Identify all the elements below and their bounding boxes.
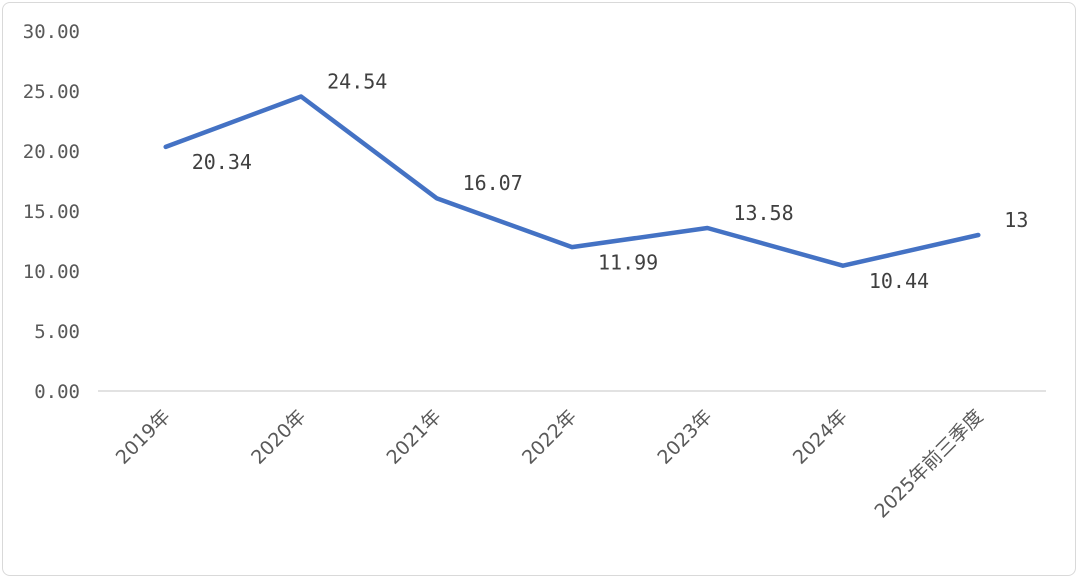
y-tick-label: 15.00 bbox=[23, 201, 80, 223]
data-label: 13 bbox=[1004, 208, 1028, 232]
x-tick-label: 2022年 bbox=[518, 406, 581, 469]
x-tick-label: 2020年 bbox=[247, 406, 310, 469]
data-label: 16.07 bbox=[463, 171, 523, 195]
y-axis-ticks: 0.00 5.00 10.00 15.00 20.00 25.00 30.00 bbox=[23, 21, 80, 403]
x-axis-ticks: 2019年 2020年 2021年 2022年 2023年 2024年 2025年前三季度 bbox=[112, 406, 988, 523]
data-label: 13.58 bbox=[733, 201, 793, 225]
data-label: 11.99 bbox=[598, 250, 658, 274]
data-label: 24.54 bbox=[327, 70, 387, 94]
data-label: 10.44 bbox=[869, 269, 929, 293]
data-label: 20.34 bbox=[192, 150, 252, 174]
y-tick-label: 30.00 bbox=[23, 21, 80, 43]
y-tick-label: 5.00 bbox=[34, 321, 80, 343]
data-labels: 20.34 24.54 16.07 11.99 13.58 10.44 13 bbox=[192, 70, 1029, 293]
x-tick-label: 2025年前三季度 bbox=[871, 406, 988, 523]
x-tick-label: 2021年 bbox=[383, 406, 446, 469]
x-tick-label: 2019年 bbox=[112, 406, 175, 469]
x-tick-label: 2023年 bbox=[653, 406, 716, 469]
y-tick-label: 10.00 bbox=[23, 261, 80, 283]
y-tick-label: 20.00 bbox=[23, 141, 80, 163]
series-line bbox=[163, 94, 981, 268]
y-tick-label: 0.00 bbox=[34, 381, 80, 403]
y-tick-label: 25.00 bbox=[23, 81, 80, 103]
x-tick-label: 2024年 bbox=[789, 406, 852, 469]
